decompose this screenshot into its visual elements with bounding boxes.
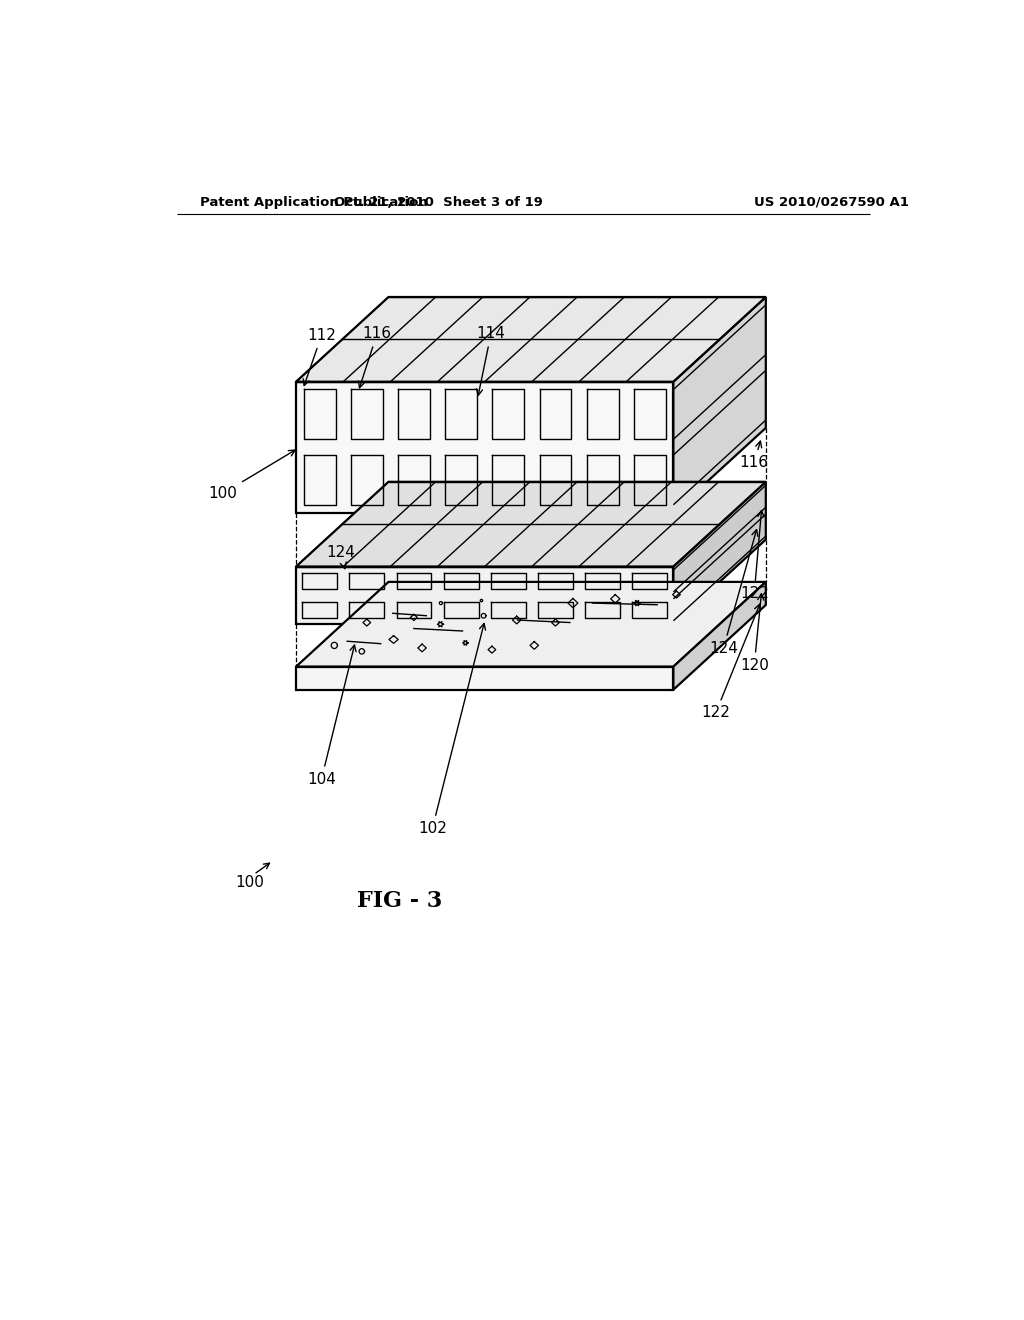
Polygon shape (296, 566, 674, 624)
Polygon shape (296, 667, 674, 689)
Text: 116: 116 (739, 441, 769, 470)
Text: 114: 114 (476, 326, 506, 396)
Polygon shape (674, 297, 766, 512)
Polygon shape (674, 482, 766, 624)
Polygon shape (674, 582, 766, 689)
Text: 124: 124 (327, 545, 355, 569)
Text: 102: 102 (418, 623, 485, 836)
Text: 116: 116 (358, 326, 391, 388)
Text: 120: 120 (739, 594, 769, 673)
Polygon shape (296, 381, 674, 512)
Text: 104: 104 (307, 645, 356, 787)
Polygon shape (296, 582, 766, 667)
Text: FIG - 3: FIG - 3 (357, 891, 442, 912)
Text: 100: 100 (209, 450, 295, 500)
Text: Oct. 21, 2010  Sheet 3 of 19: Oct. 21, 2010 Sheet 3 of 19 (334, 195, 543, 209)
Text: 122: 122 (701, 605, 761, 721)
Text: 100: 100 (236, 875, 264, 890)
Text: 124: 124 (709, 529, 758, 656)
Polygon shape (296, 482, 766, 566)
Text: 112: 112 (303, 327, 336, 385)
Text: US 2010/0267590 A1: US 2010/0267590 A1 (754, 195, 908, 209)
Polygon shape (296, 297, 766, 381)
Text: Patent Application Publication: Patent Application Publication (200, 195, 428, 209)
Text: 122: 122 (739, 511, 769, 601)
